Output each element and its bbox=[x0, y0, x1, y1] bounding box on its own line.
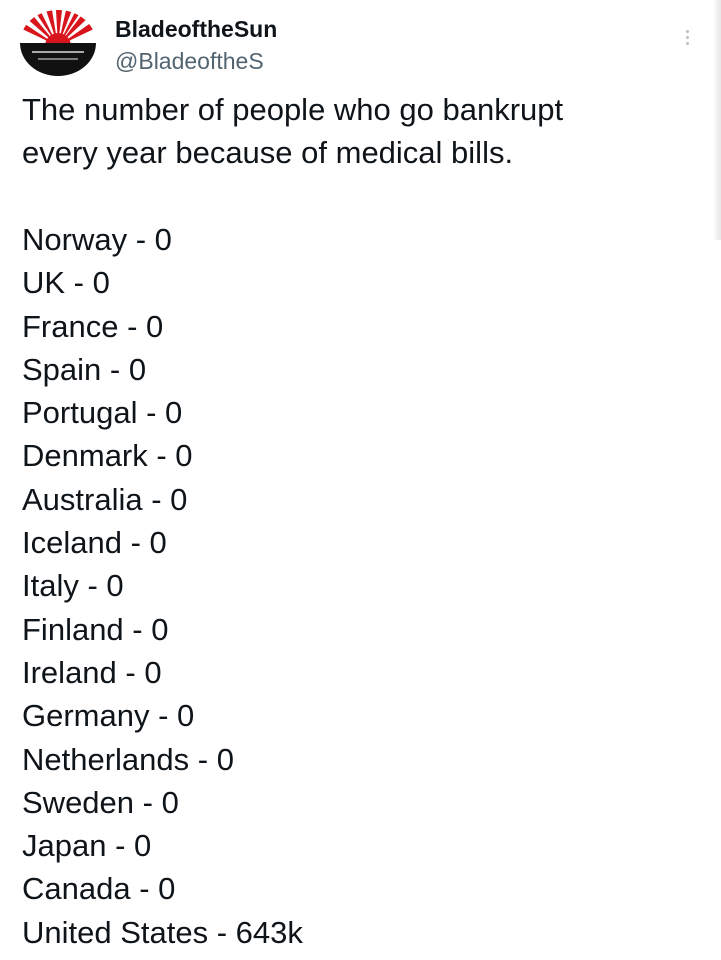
more-dot bbox=[685, 35, 689, 39]
country-line-spain: Spain - 0 bbox=[22, 351, 147, 387]
country-line-france: France - 0 bbox=[22, 308, 164, 344]
country-list: Norway - 0 UK - 0 France - 0 Spain - 0 P… bbox=[22, 218, 303, 954]
country-line-germany: Germany - 0 bbox=[22, 698, 195, 734]
country-line-united-states: United States - 643k bbox=[22, 914, 303, 950]
display-name[interactable]: BladeoftheSun bbox=[115, 16, 278, 42]
more-dot bbox=[685, 29, 689, 33]
country-line-netherlands: Netherlands - 0 bbox=[22, 741, 234, 777]
country-line-norway: Norway - 0 bbox=[22, 222, 172, 257]
country-line-australia: Australia - 0 bbox=[22, 481, 188, 517]
country-line-finland: Finland - 0 bbox=[22, 611, 169, 647]
country-line-canada: Canada - 0 bbox=[22, 871, 176, 907]
country-line-denmark: Denmark - 0 bbox=[22, 438, 193, 474]
country-line-portugal: Portugal - 0 bbox=[22, 395, 183, 431]
rising-sun-logo-icon bbox=[20, 10, 96, 76]
country-line-iceland: Iceland - 0 bbox=[22, 525, 167, 561]
more-options-icon[interactable] bbox=[677, 22, 697, 52]
country-line-japan: Japan - 0 bbox=[22, 828, 152, 864]
country-line-sweden: Sweden - 0 bbox=[22, 784, 179, 820]
tweet-text-line: The number of people who go bankrupt bbox=[22, 92, 564, 127]
more-dot bbox=[685, 41, 689, 45]
country-line-uk: UK - 0 bbox=[22, 265, 110, 301]
country-line-italy: Italy - 0 bbox=[22, 568, 124, 604]
tweet-text: The number of people who go bankrupt eve… bbox=[22, 88, 702, 174]
country-line-ireland: Ireland - 0 bbox=[22, 654, 162, 690]
edge-shadow bbox=[713, 0, 721, 240]
tweet-header: BladeoftheSun @BladeoftheS bbox=[20, 8, 700, 78]
user-handle[interactable]: @BladeoftheS bbox=[115, 48, 264, 74]
avatar[interactable] bbox=[20, 10, 96, 76]
tweet-text-line: every year because of medical bills. bbox=[22, 135, 514, 170]
